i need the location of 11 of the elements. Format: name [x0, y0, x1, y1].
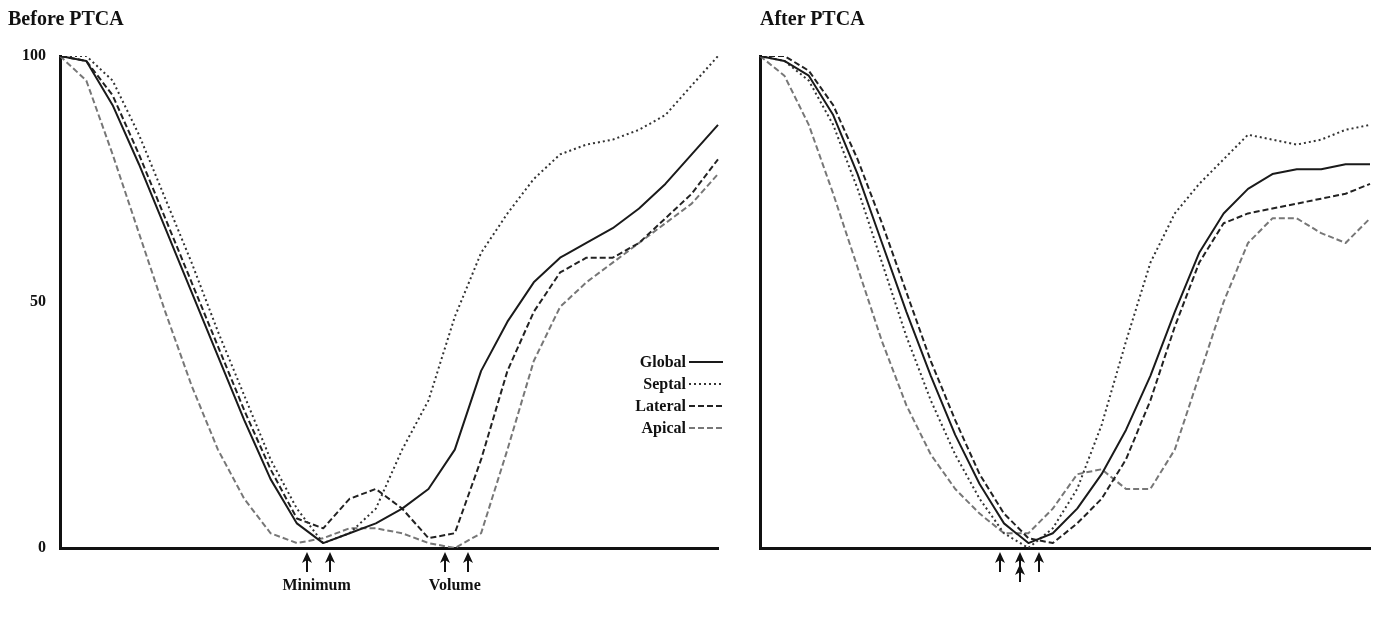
text: Volume	[428, 576, 481, 594]
chart-title: Before PTCA	[8, 7, 125, 30]
y-tick-label: 50	[30, 292, 46, 310]
legend-label: Septal	[643, 375, 686, 394]
text: Minimum	[282, 576, 351, 594]
chart-title: After PTCA	[760, 7, 866, 30]
legend-label: Lateral	[635, 397, 686, 416]
y-tick-label: 0	[38, 538, 46, 556]
legend-label: Global	[639, 353, 686, 372]
y-tick-label: 100	[22, 46, 46, 64]
legend-label: Apical	[641, 419, 686, 438]
